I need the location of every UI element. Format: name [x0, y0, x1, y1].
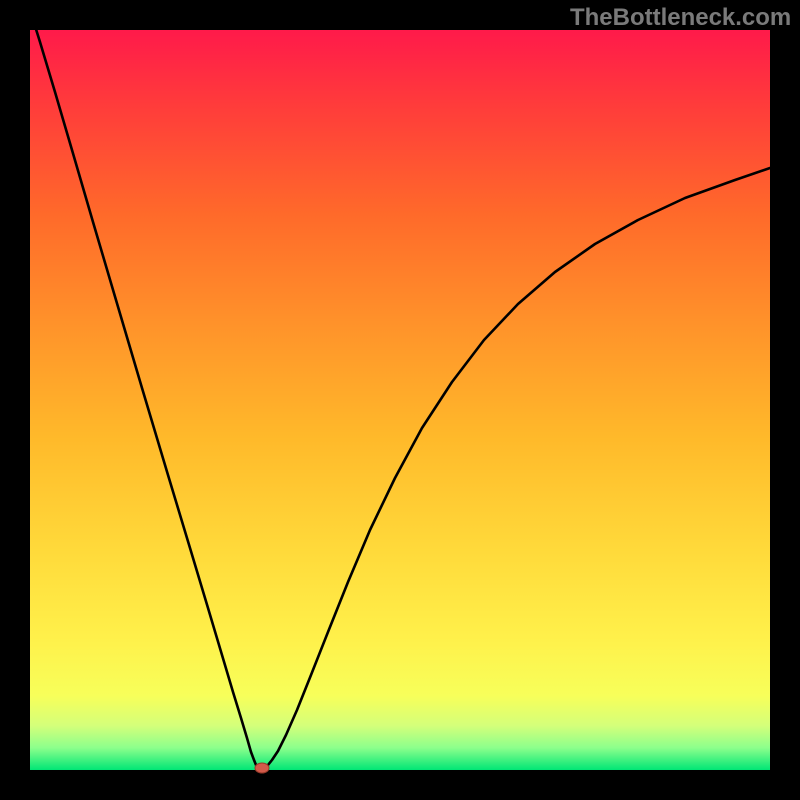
- chart-container: TheBottleneck.com: [0, 0, 800, 800]
- optimal-point-marker: [255, 763, 269, 773]
- watermark-text: TheBottleneck.com: [570, 4, 791, 32]
- curve-layer: [0, 0, 800, 800]
- bottleneck-curve: [30, 10, 770, 769]
